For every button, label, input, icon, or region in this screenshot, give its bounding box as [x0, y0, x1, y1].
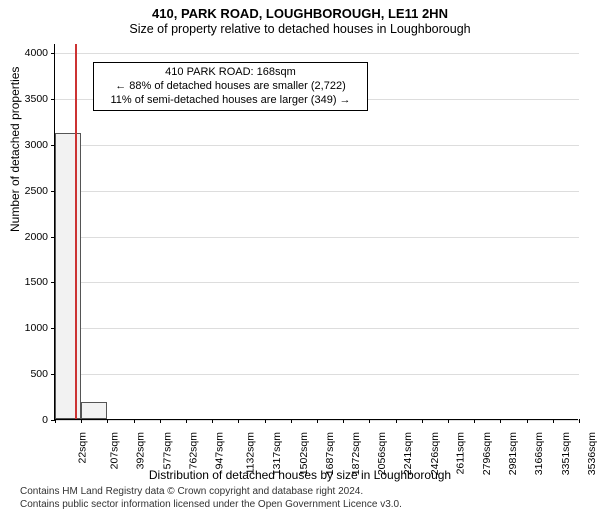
gridline [55, 328, 579, 329]
gridline [55, 237, 579, 238]
ytick-label: 3000 [8, 139, 48, 151]
gridline [55, 282, 579, 283]
xtick-mark [527, 419, 528, 423]
xtick-label: 207sqm [109, 432, 121, 469]
xtick-mark [369, 419, 370, 423]
xtick-mark [579, 419, 580, 423]
ytick-label: 3500 [8, 93, 48, 105]
ytick-label: 1000 [8, 322, 48, 334]
chart-container: 410, PARK ROAD, LOUGHBOROUGH, LE11 2HN S… [0, 0, 600, 500]
annotation-line: 11% of semi-detached houses are larger (… [100, 94, 361, 108]
attribution-line-2: Contains public sector information licen… [20, 499, 600, 511]
xtick-label: 3536sqm [586, 432, 598, 475]
xtick-label: 577sqm [161, 432, 173, 469]
page-title: 410, PARK ROAD, LOUGHBOROUGH, LE11 2HN [0, 0, 600, 22]
xtick-mark [134, 419, 135, 423]
xtick-mark [160, 419, 161, 423]
xtick-mark [396, 419, 397, 423]
xtick-mark [55, 419, 56, 423]
xtick-label: 22sqm [77, 432, 89, 464]
ytick-label: 2000 [8, 231, 48, 243]
xtick-mark [343, 419, 344, 423]
gridline [55, 374, 579, 375]
annotation-line: ← 88% of detached houses are smaller (2,… [100, 80, 361, 94]
ytick-label: 2500 [8, 185, 48, 197]
page-subtitle: Size of property relative to detached ho… [0, 22, 600, 40]
xtick-mark [265, 419, 266, 423]
xtick-mark [422, 419, 423, 423]
xtick-mark [448, 419, 449, 423]
histogram-bar [81, 402, 107, 419]
ytick-label: 0 [8, 414, 48, 426]
xtick-label: 2241sqm [403, 432, 415, 475]
xtick-label: 3166sqm [534, 432, 546, 475]
xtick-label: 3351sqm [560, 432, 572, 475]
ytick-label: 4000 [8, 47, 48, 59]
xtick-label: 947sqm [213, 432, 225, 469]
gridline [55, 145, 579, 146]
xtick-mark [500, 419, 501, 423]
xtick-label: 2056sqm [376, 432, 388, 475]
xtick-mark [291, 419, 292, 423]
ytick-label: 1500 [8, 276, 48, 288]
xtick-mark [107, 419, 108, 423]
xtick-label: 1872sqm [350, 432, 362, 475]
xtick-mark [81, 419, 82, 423]
attribution-line-1: Contains HM Land Registry data © Crown c… [20, 486, 600, 499]
xtick-label: 2611sqm [454, 432, 466, 474]
xtick-label: 762sqm [187, 432, 199, 469]
reference-line [75, 44, 77, 419]
xtick-label: 392sqm [135, 432, 147, 469]
chart-plot-area: 410 PARK ROAD: 168sqm← 88% of detached h… [54, 44, 578, 420]
xtick-label: 1687sqm [324, 432, 336, 475]
xtick-label: 1317sqm [272, 432, 284, 475]
gridline [55, 53, 579, 54]
annotation-line: 410 PARK ROAD: 168sqm [100, 66, 361, 80]
histogram-bar [55, 133, 81, 419]
ytick-mark [51, 53, 55, 54]
ytick-mark [51, 99, 55, 100]
xtick-mark [186, 419, 187, 423]
xtick-mark [212, 419, 213, 423]
attribution-text: Contains HM Land Registry data © Crown c… [0, 486, 600, 511]
xtick-mark [317, 419, 318, 423]
xtick-label: 1132sqm [245, 432, 257, 474]
plot-area: 410 PARK ROAD: 168sqm← 88% of detached h… [54, 44, 578, 420]
xtick-label: 2981sqm [507, 432, 519, 475]
xtick-mark [238, 419, 239, 423]
xtick-mark [553, 419, 554, 423]
annotation-box: 410 PARK ROAD: 168sqm← 88% of detached h… [93, 62, 368, 111]
xtick-label: 2796sqm [481, 432, 493, 475]
xtick-label: 1502sqm [298, 432, 310, 475]
ytick-label: 500 [8, 368, 48, 380]
gridline [55, 191, 579, 192]
xtick-label: 2426sqm [429, 432, 441, 475]
xtick-mark [474, 419, 475, 423]
